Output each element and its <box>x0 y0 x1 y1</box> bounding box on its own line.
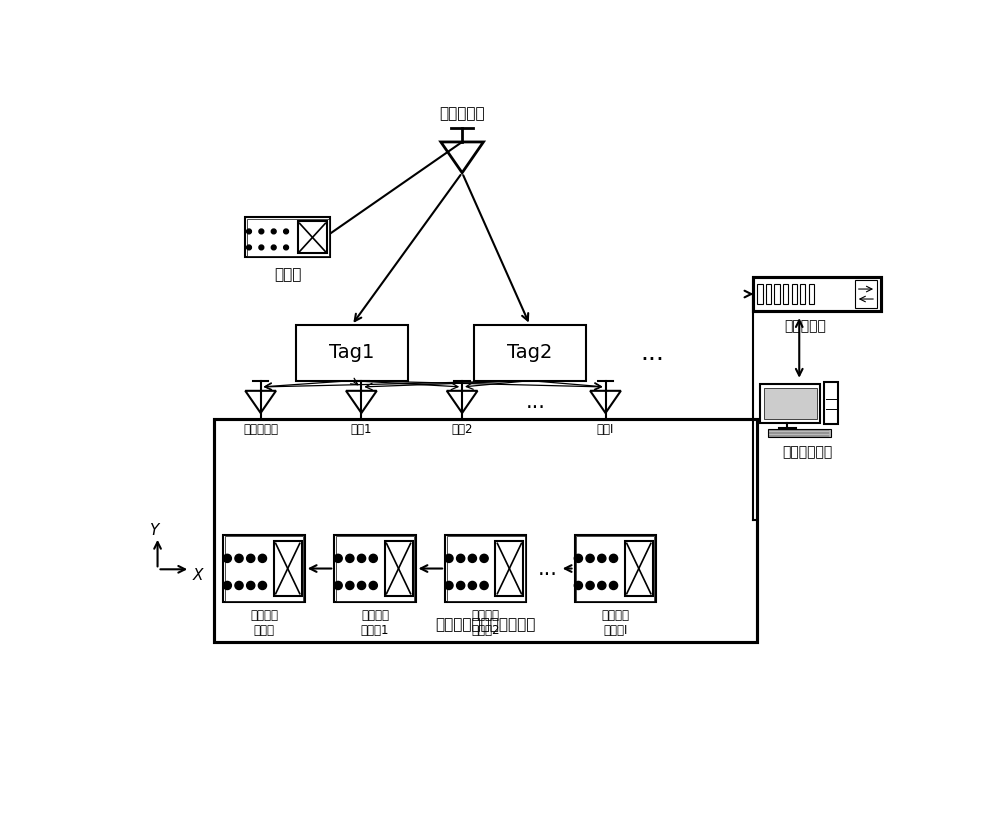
Bar <box>753 276 881 311</box>
Circle shape <box>586 581 594 589</box>
Circle shape <box>271 229 276 234</box>
Text: ...: ... <box>538 559 558 579</box>
Bar <box>245 217 330 257</box>
Circle shape <box>247 581 255 589</box>
Bar <box>766 285 771 304</box>
Circle shape <box>247 245 251 250</box>
Bar <box>768 428 831 437</box>
Text: ...: ... <box>526 392 546 412</box>
Bar <box>336 536 414 601</box>
Text: 射频信号
发射端: 射频信号 发射端 <box>250 608 278 637</box>
Circle shape <box>480 581 488 589</box>
Bar <box>274 541 302 596</box>
Bar <box>574 535 656 603</box>
Bar <box>792 285 797 304</box>
Circle shape <box>284 229 288 234</box>
Bar <box>447 536 525 601</box>
Circle shape <box>235 554 243 563</box>
Circle shape <box>609 554 618 563</box>
Circle shape <box>445 581 453 589</box>
Text: 射频信号
接收端I: 射频信号 接收端I <box>601 608 629 637</box>
Bar <box>385 541 413 596</box>
Circle shape <box>574 581 582 589</box>
Circle shape <box>357 581 366 589</box>
Circle shape <box>259 245 264 250</box>
Circle shape <box>247 554 255 563</box>
Bar <box>495 541 523 596</box>
Bar <box>625 541 653 596</box>
Text: X: X <box>193 568 203 583</box>
Circle shape <box>598 554 606 563</box>
Circle shape <box>357 554 366 563</box>
Text: 读写器天线: 读写器天线 <box>439 105 485 121</box>
Circle shape <box>223 581 231 589</box>
Bar <box>223 535 305 603</box>
Text: 射频信号
接收端1: 射频信号 接收端1 <box>361 608 389 637</box>
Text: 读写器: 读写器 <box>274 266 301 281</box>
Bar <box>757 285 763 304</box>
Text: 天线2: 天线2 <box>451 423 473 436</box>
Bar <box>334 535 416 603</box>
Circle shape <box>369 554 377 563</box>
Bar <box>760 384 820 422</box>
Bar <box>296 325 408 381</box>
Text: Tag2: Tag2 <box>507 344 553 363</box>
Bar <box>764 388 817 419</box>
Bar <box>855 281 877 308</box>
Circle shape <box>235 581 243 589</box>
Circle shape <box>284 245 288 250</box>
Bar <box>225 536 303 601</box>
Circle shape <box>445 554 453 563</box>
Circle shape <box>480 554 488 563</box>
Circle shape <box>468 581 476 589</box>
Text: 天线1: 天线1 <box>351 423 372 436</box>
Bar <box>824 382 838 424</box>
Circle shape <box>258 554 267 563</box>
Bar <box>474 325 586 381</box>
Circle shape <box>369 581 377 589</box>
Circle shape <box>457 554 465 563</box>
Text: 发射端天线: 发射端天线 <box>243 423 278 436</box>
Circle shape <box>259 229 264 234</box>
Circle shape <box>598 581 606 589</box>
Circle shape <box>247 229 251 234</box>
Circle shape <box>609 581 618 589</box>
Text: 千兆交换机: 千兆交换机 <box>784 319 826 333</box>
Text: ...: ... <box>640 341 664 365</box>
Bar <box>800 285 805 304</box>
Circle shape <box>468 554 476 563</box>
Bar <box>214 419 757 642</box>
Circle shape <box>223 554 231 563</box>
Circle shape <box>586 554 594 563</box>
Circle shape <box>457 581 465 589</box>
Circle shape <box>346 581 354 589</box>
Bar <box>298 222 327 253</box>
Text: Tag1: Tag1 <box>329 344 374 363</box>
Circle shape <box>334 581 342 589</box>
Bar <box>783 285 788 304</box>
Circle shape <box>271 245 276 250</box>
Bar <box>247 219 329 256</box>
Circle shape <box>334 554 342 563</box>
Text: Y: Y <box>149 523 158 539</box>
Bar <box>445 535 526 603</box>
Bar <box>576 536 654 601</box>
Bar <box>774 285 780 304</box>
Circle shape <box>574 554 582 563</box>
Text: 数据处理终端: 数据处理终端 <box>782 445 832 459</box>
Circle shape <box>258 581 267 589</box>
Circle shape <box>346 554 354 563</box>
Text: 一发多收的跳频收发设备: 一发多收的跳频收发设备 <box>435 618 536 632</box>
Text: 天线I: 天线I <box>597 423 614 436</box>
Text: 射频信号
接收端2: 射频信号 接收端2 <box>472 608 500 637</box>
Bar <box>809 285 814 304</box>
